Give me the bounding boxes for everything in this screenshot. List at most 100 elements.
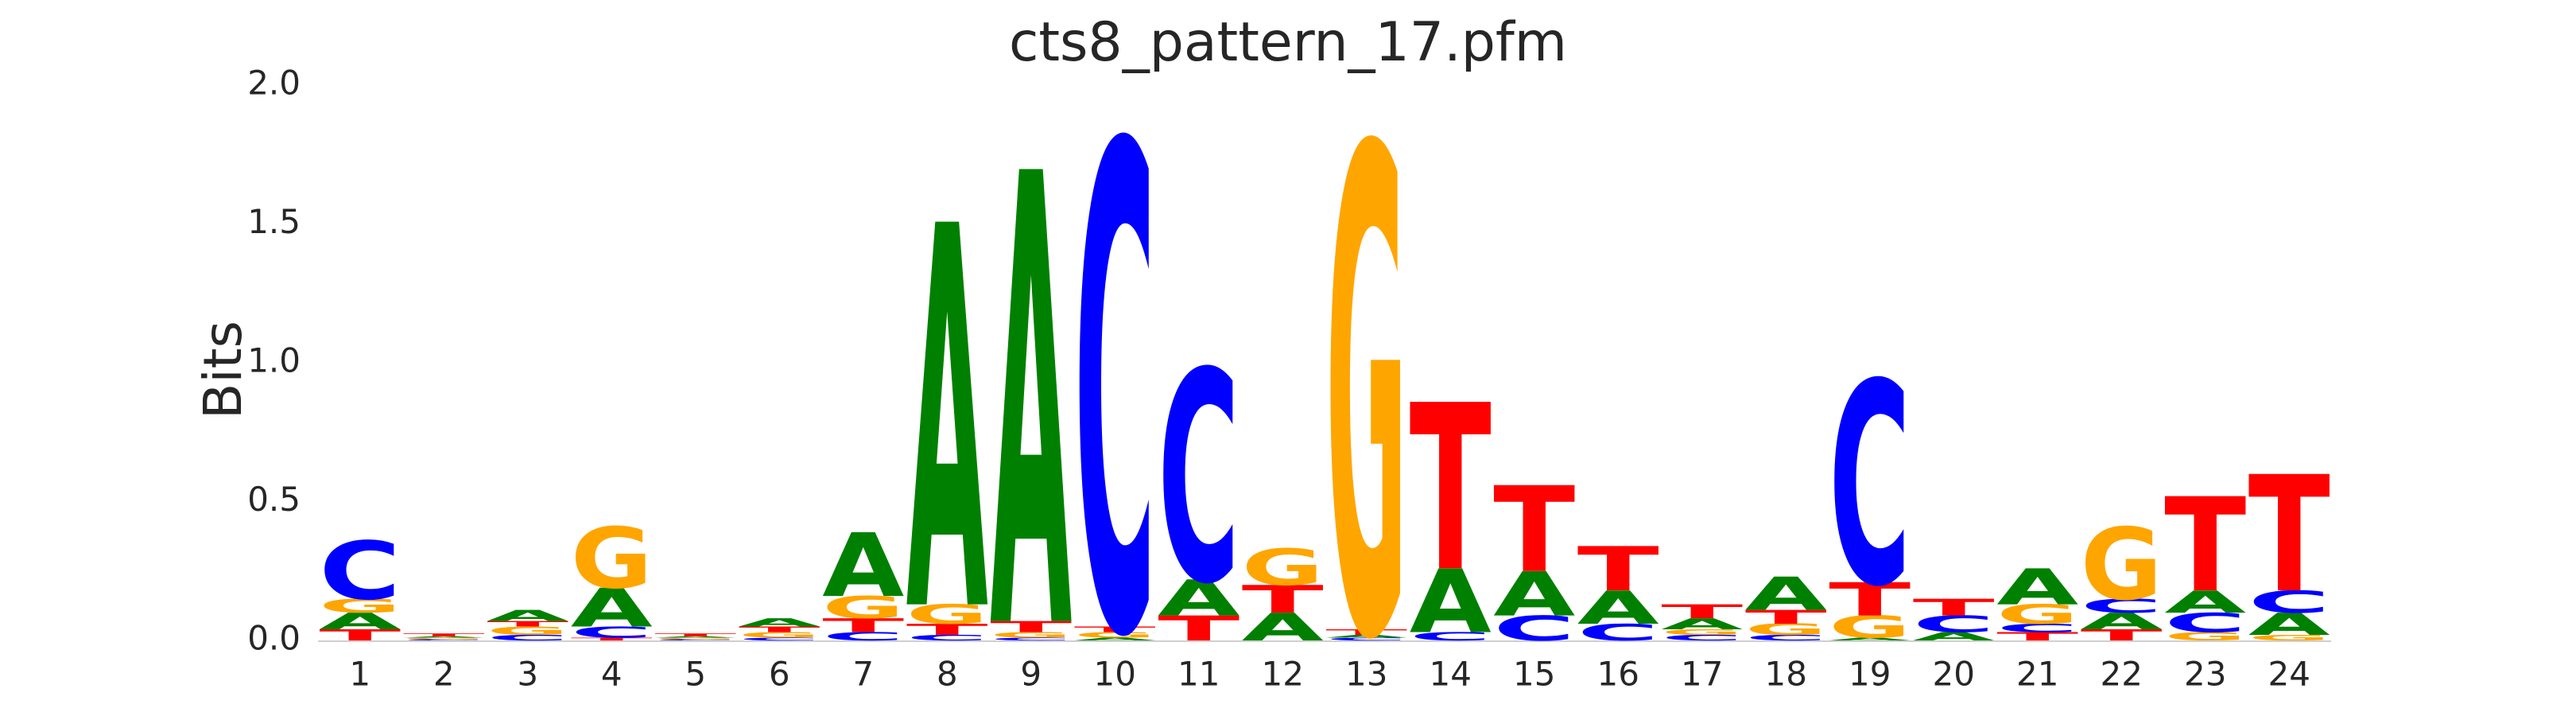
x-tick-label: 18 [1765, 655, 1807, 694]
logo-letter-c: C [487, 633, 568, 642]
logo-letter-c: C [1493, 609, 1575, 649]
logo-letter-c: C [1913, 611, 1995, 637]
logo-letter-t: T [2081, 626, 2163, 644]
x-tick-label: 23 [2184, 655, 2226, 694]
y-axis-label: Bits [192, 321, 254, 419]
logo-letter-g: G [1996, 599, 2078, 630]
x-tick-label: 24 [2268, 655, 2310, 694]
logo-letter-a: A [1829, 637, 1911, 642]
logo-letter-a: A [1577, 582, 1659, 635]
logo-letter-a: A [822, 515, 904, 617]
logo-letter-t: T [906, 621, 988, 638]
logo-letter-t: T [1829, 573, 1911, 626]
logo-letter-g: G [1242, 539, 1324, 597]
logo-letter-g: G [1745, 621, 1827, 639]
logo-letter-t: T [1242, 578, 1324, 621]
x-tick-label: 10 [1094, 655, 1136, 694]
logo-letter-a: A [2164, 585, 2246, 621]
logo-letter-t: T [2164, 470, 2246, 621]
logo-letter-t: T [1661, 601, 1743, 623]
logo-letter-c: C [1745, 633, 1827, 642]
logo-letter-a: A [487, 607, 569, 625]
logo-letter-a: A [654, 636, 736, 638]
x-tick-label: 5 [685, 655, 706, 694]
x-tick-label: 22 [2101, 655, 2143, 694]
logo-letter-g: G [822, 590, 904, 626]
logo-column: CAT [1410, 357, 1492, 653]
logo-letter-a: A [1493, 558, 1575, 630]
logo-letter-c: C [1996, 621, 2078, 635]
logo-letter-c: C [1074, 10, 1156, 716]
logo-letter-g: G [2081, 508, 2163, 622]
x-tick-label: 16 [1597, 655, 1639, 694]
logo-column: ATG [1242, 539, 1324, 649]
logo-letter-g: G [739, 631, 821, 640]
x-tick-label: 8 [937, 655, 958, 694]
logo-letter-g: G [1074, 631, 1156, 640]
y-tick-label: 1.0 [247, 341, 301, 380]
logo-letter-t: T [1996, 630, 2078, 644]
logo-letter-c: C [1410, 630, 1492, 644]
logo-letter-c: C [1325, 637, 1407, 642]
logo-letter-c: C [654, 639, 736, 641]
logo-letter-c: C [1661, 633, 1743, 642]
logo-letter-t: T [1158, 609, 1240, 648]
x-tick-label: 17 [1681, 655, 1723, 694]
logo-letter-a: A [1158, 570, 1240, 628]
logo-column: ACT [1913, 594, 1995, 644]
logo-letter-g: G [990, 631, 1072, 640]
x-tick-label: 11 [1177, 655, 1220, 694]
logo-column: CAT [1577, 535, 1659, 646]
x-tick-label: 21 [2016, 655, 2058, 694]
logo-letter-t: T [571, 637, 653, 642]
logo-letter-c: C [2081, 595, 2163, 617]
x-tick-label: 3 [517, 655, 538, 694]
logo-letter-a: A [2248, 607, 2330, 643]
logo-letter-t: T [822, 615, 904, 637]
logo-letter-t: T [1913, 594, 1995, 621]
x-tick-label: 19 [1849, 655, 1891, 694]
logo-letter-c: C [822, 630, 904, 644]
logo-letter-g: G [487, 625, 568, 638]
logo-letter-a: A [403, 636, 485, 638]
logo-letter-g: G [1829, 609, 1911, 645]
logo-letter-a: A [739, 616, 821, 629]
logo-letter-t: T [1745, 606, 1827, 628]
logo-letter-c: C [1577, 619, 1659, 645]
x-tick-label: 7 [852, 655, 874, 694]
logo-letter-g: G [1661, 628, 1743, 636]
logo-letter-g: G [1325, 13, 1407, 716]
logo-letter-a: A [990, 45, 1073, 716]
logo-letter-g: G [319, 595, 401, 617]
logo-letter-a: A [1745, 568, 1827, 621]
logo-letter-c: C [571, 624, 653, 641]
x-tick-label: 15 [1513, 655, 1555, 694]
logo-letter-c: C [1158, 310, 1240, 647]
y-tick-label: 2.0 [247, 64, 301, 103]
logo-letter-c: C [906, 633, 988, 642]
x-tick-label: 2 [433, 655, 455, 694]
logo-letter-c: C [2248, 585, 2330, 620]
logo-letter-c: C [1829, 325, 1911, 648]
x-tick-label: 1 [349, 655, 370, 694]
logo-letter-a: A [1410, 551, 1492, 653]
logo-letter-t: T [739, 625, 821, 634]
y-tick-label: 1.5 [247, 202, 301, 241]
y-tick-label: 0.0 [247, 619, 301, 658]
